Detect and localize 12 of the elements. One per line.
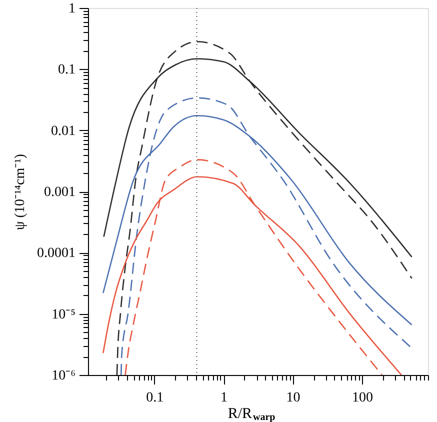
x-tick-label: 100: [352, 390, 373, 406]
y-tick-label: 0.01: [51, 124, 76, 139]
y-tick-label: 1: [68, 2, 76, 16]
y-axis-title: ψ (10⁻¹⁴cm⁻¹): [13, 154, 28, 230]
x-tick-label: 1: [220, 390, 228, 406]
x-tick-label: 0.1: [146, 390, 164, 406]
x-tick-label: 10: [286, 390, 300, 406]
y-tick-label: 10⁻⁵: [52, 307, 76, 322]
y-tick-label: 0.1: [58, 62, 76, 78]
y-tick-label: 10⁻⁶: [52, 368, 76, 384]
y-tick-label: 0.001: [44, 185, 76, 200]
y-tick-label: 0.0001: [37, 246, 76, 262]
